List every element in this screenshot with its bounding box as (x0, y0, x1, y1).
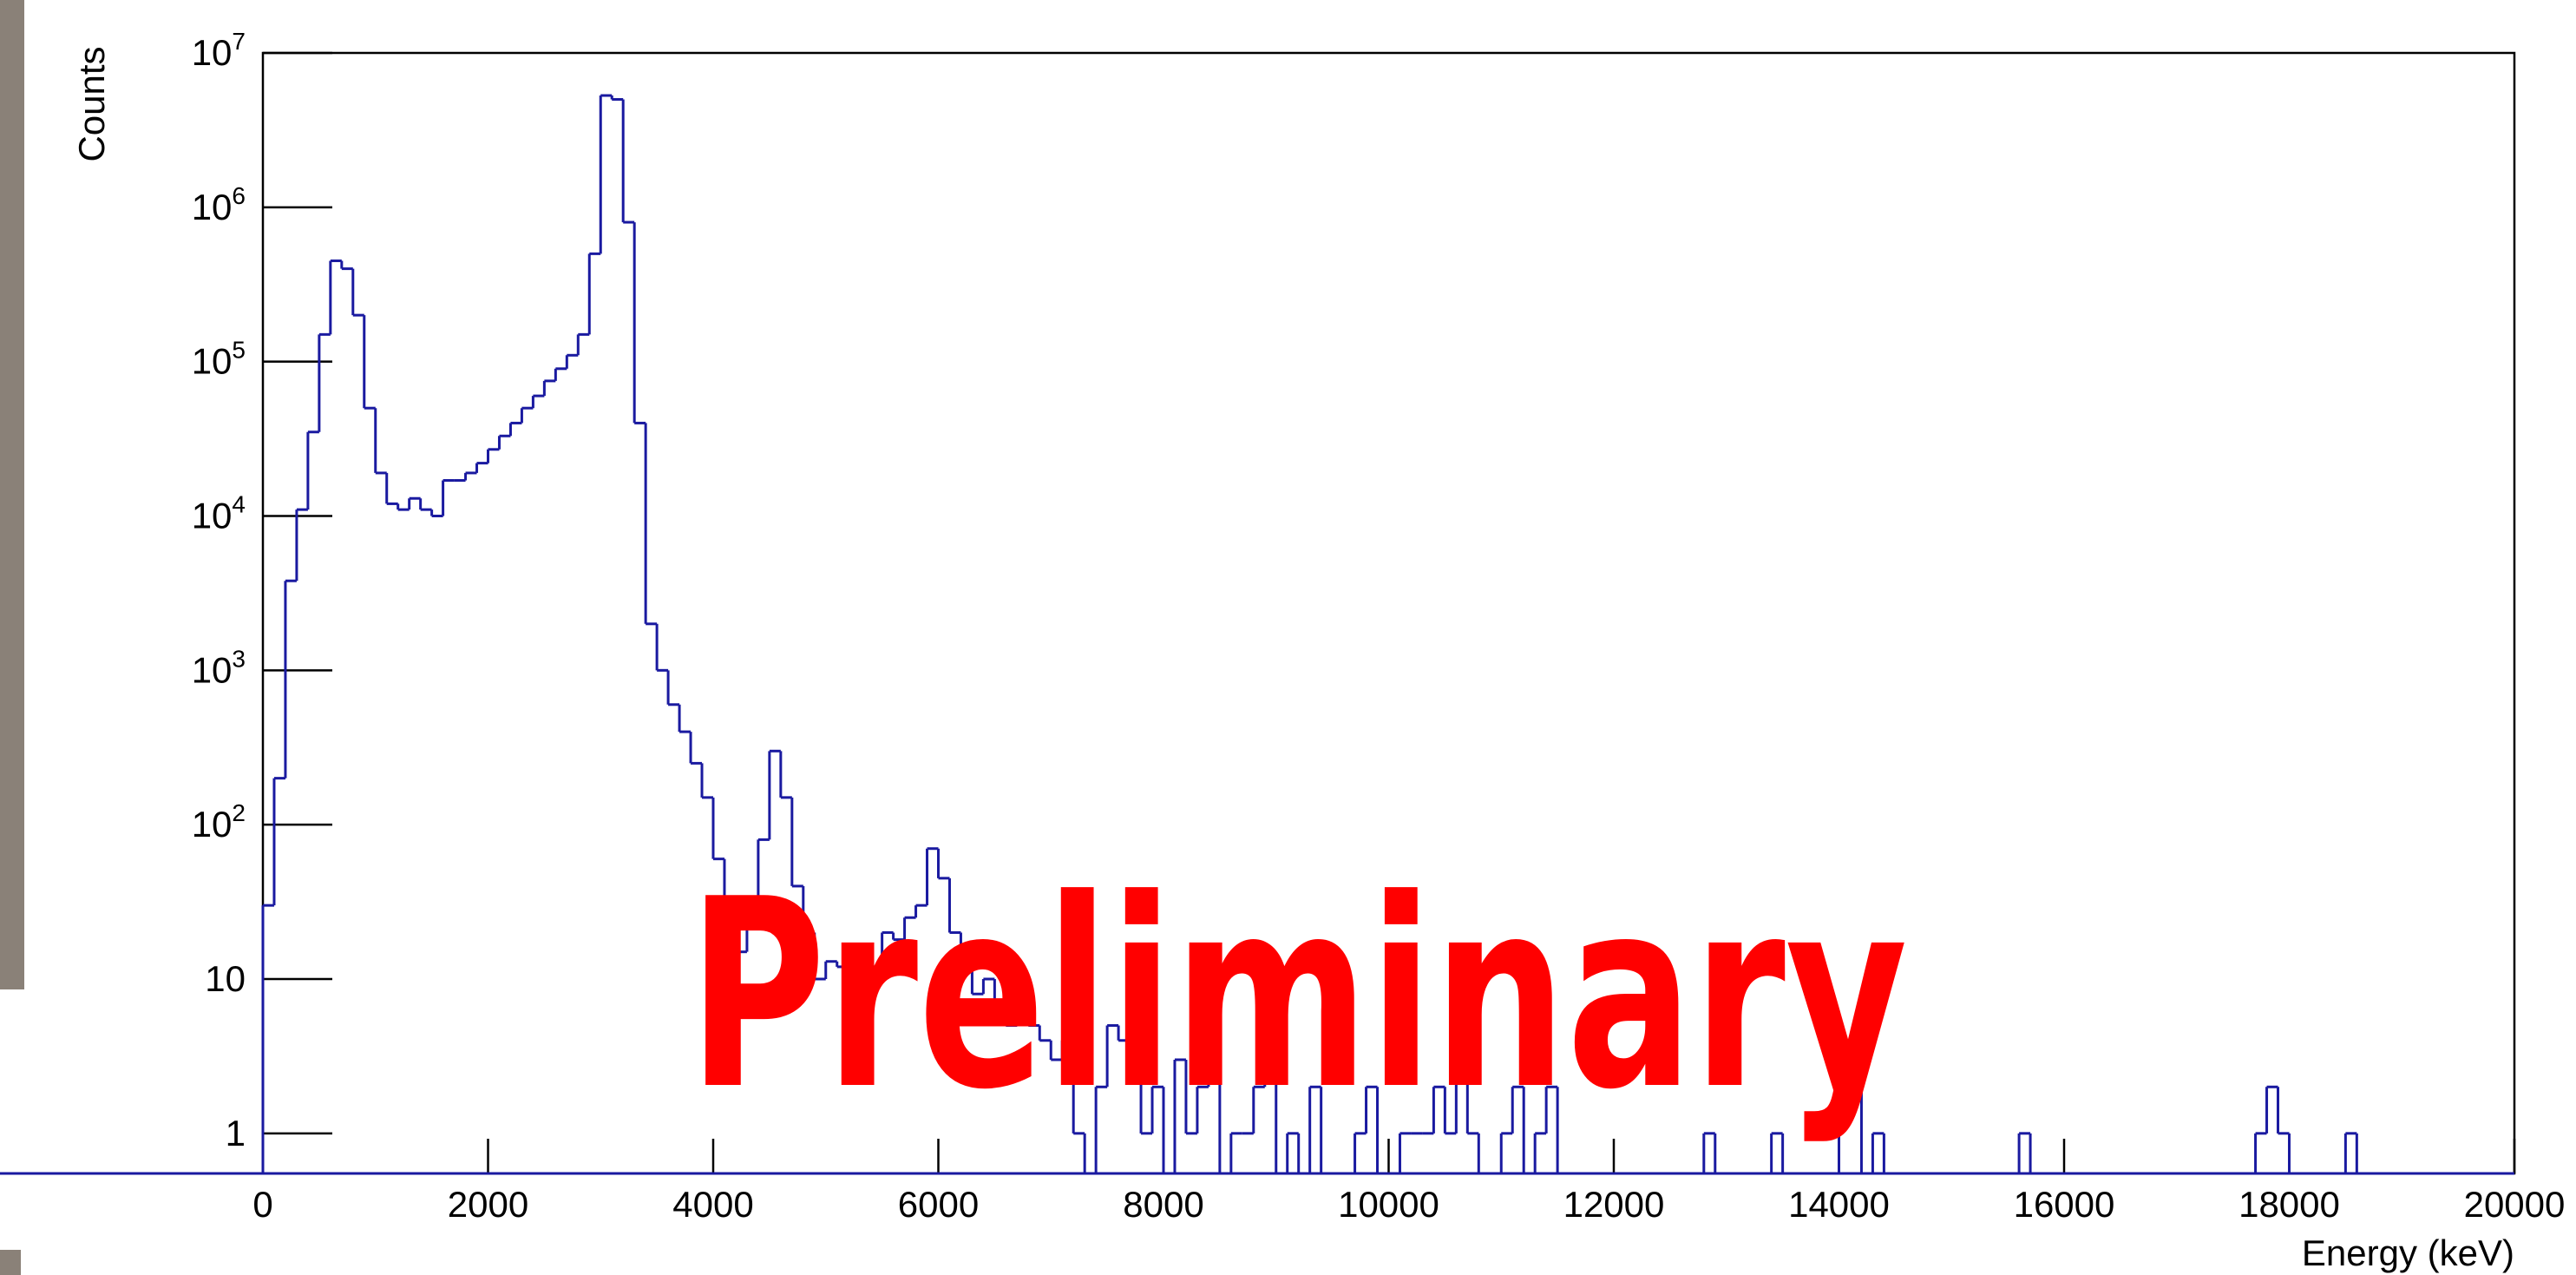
background-photo-strip (0, 0, 24, 989)
x-tick-label: 8000 (1123, 1184, 1203, 1225)
x-tick-label: 14000 (1788, 1184, 1890, 1225)
x-tick-label: 0 (252, 1184, 272, 1225)
x-tick-label: 2000 (448, 1184, 528, 1225)
y-tick-label: 105 (192, 337, 246, 382)
y-tick-label: 104 (192, 490, 246, 536)
x-tick-label: 12000 (1563, 1184, 1665, 1225)
y-tick-label: 103 (192, 645, 246, 690)
y-tick-label: 102 (192, 799, 246, 845)
y-tick-label: 10 (205, 958, 246, 999)
y-tick-label: 1 (226, 1113, 246, 1153)
y-tick-label: 107 (192, 28, 246, 73)
background-photo-strip (0, 1250, 21, 1275)
histogram (0, 94, 2514, 1175)
x-axis-label: Energy (keV) (2302, 1232, 2514, 1273)
preliminary-overlay: Preliminary (688, 843, 1907, 1147)
x-tick-label: 6000 (898, 1184, 979, 1225)
x-tick-label: 4000 (672, 1184, 753, 1225)
histogram-step-connector (261, 95, 2358, 1173)
x-tick-label: 16000 (2014, 1184, 2115, 1225)
y-axis-label: Counts (71, 46, 112, 161)
y-tick-label: 106 (192, 182, 246, 227)
x-tick-label: 10000 (1338, 1184, 1439, 1225)
x-tick-label: 20000 (2464, 1184, 2566, 1225)
x-tick-label: 18000 (2238, 1184, 2340, 1225)
